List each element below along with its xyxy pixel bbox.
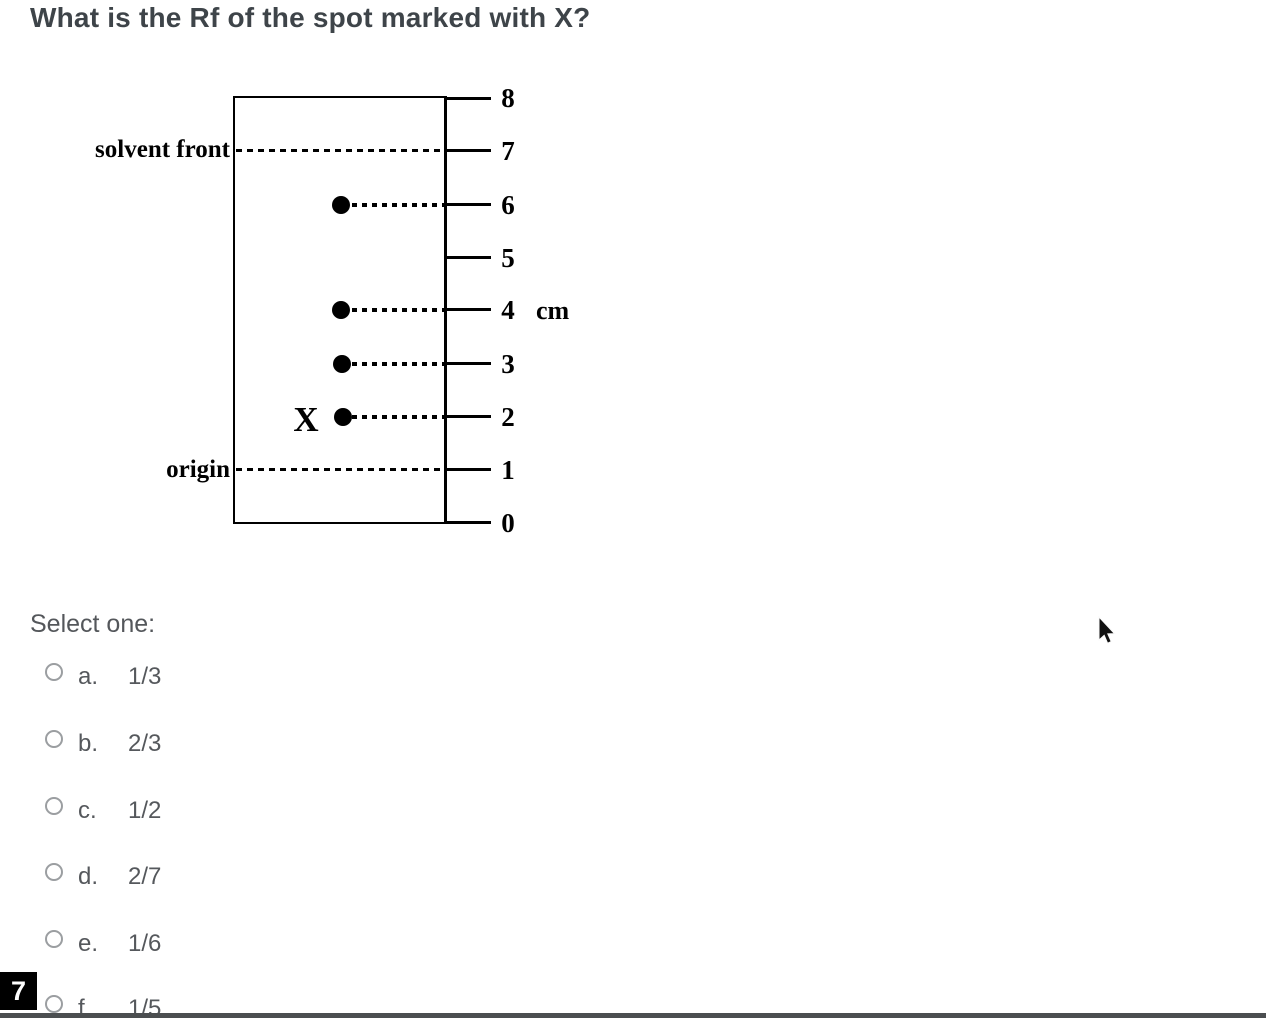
option-row-d[interactable]: d. 2/7 xyxy=(45,862,445,892)
ruler-label-4: 4 xyxy=(501,295,515,325)
cm-unit-label: cm xyxy=(536,296,570,325)
ruler-tick-5 xyxy=(447,256,491,259)
option-row-b[interactable]: b. 2/3 xyxy=(45,729,445,759)
option-value: 1/6 xyxy=(128,930,162,957)
origin-label: origin xyxy=(166,456,230,483)
option-letter: b. xyxy=(78,730,99,757)
option-letter: c. xyxy=(78,797,97,824)
ruler-tick-1 xyxy=(447,468,491,471)
option-value: 2/3 xyxy=(128,730,162,757)
solvent-front-line xyxy=(236,149,444,152)
spot-x-2cm xyxy=(334,408,352,426)
spot-x-connector xyxy=(352,415,444,419)
option-row-a[interactable]: a. 1/3 xyxy=(45,662,445,692)
ruler-tick-2 xyxy=(447,415,491,418)
spot-6-connector xyxy=(352,203,444,207)
option-letter: a. xyxy=(78,663,99,690)
option-value: 1/2 xyxy=(128,797,162,824)
spot-3cm xyxy=(333,355,351,373)
mouse-cursor-icon xyxy=(1097,615,1119,653)
ruler-tick-6 xyxy=(447,203,491,206)
chromatography-diagram: solvent front origin 8 7 6 5 4 3 2 1 0 c… xyxy=(0,0,700,560)
select-one-prompt: Select one: xyxy=(30,610,156,638)
radio-option-c[interactable] xyxy=(45,797,63,815)
ruler-label-2: 2 xyxy=(501,402,515,432)
spot-4-connector xyxy=(352,308,444,312)
origin-line xyxy=(236,468,444,471)
ruler-tick-8 xyxy=(447,97,491,100)
bottom-divider xyxy=(0,1013,1266,1018)
radio-option-d[interactable] xyxy=(45,863,63,881)
option-value: 2/7 xyxy=(128,863,162,890)
spot-3-connector xyxy=(352,362,444,366)
ruler-label-6: 6 xyxy=(501,190,515,220)
option-letter: d. xyxy=(78,863,99,890)
ruler-label-3: 3 xyxy=(501,349,515,379)
corner-count-badge: 7 xyxy=(0,972,37,1010)
radio-option-a[interactable] xyxy=(45,663,63,681)
option-row-f[interactable]: f. 1/5 xyxy=(45,994,445,1024)
solvent-front-label: solvent front xyxy=(95,136,230,163)
question-title: What is the Rf of the spot marked with X… xyxy=(30,2,591,33)
radio-option-b[interactable] xyxy=(45,730,63,748)
ruler-label-0: 0 xyxy=(501,508,515,538)
option-letter: e. xyxy=(78,930,99,957)
radio-option-f[interactable] xyxy=(45,995,63,1013)
ruler-tick-7 xyxy=(447,149,491,152)
ruler-tick-0 xyxy=(447,521,491,524)
ruler-label-5: 5 xyxy=(501,243,515,273)
option-row-c[interactable]: c. 1/2 xyxy=(45,796,445,826)
ruler-label-1: 1 xyxy=(501,455,515,485)
ruler-label-7: 7 xyxy=(501,136,515,166)
ruler-tick-4 xyxy=(447,308,491,311)
ruler-label-8: 8 xyxy=(501,83,515,113)
spot-4cm xyxy=(332,301,350,319)
option-value: 1/5 xyxy=(128,995,162,1022)
option-value: 1/3 xyxy=(128,663,162,690)
radio-option-e[interactable] xyxy=(45,930,63,948)
x-marker-label: X xyxy=(293,400,319,439)
option-letter: f. xyxy=(78,995,92,1022)
spot-6cm xyxy=(332,196,350,214)
option-row-e[interactable]: e. 1/6 xyxy=(45,929,445,959)
ruler-tick-3 xyxy=(447,362,491,365)
